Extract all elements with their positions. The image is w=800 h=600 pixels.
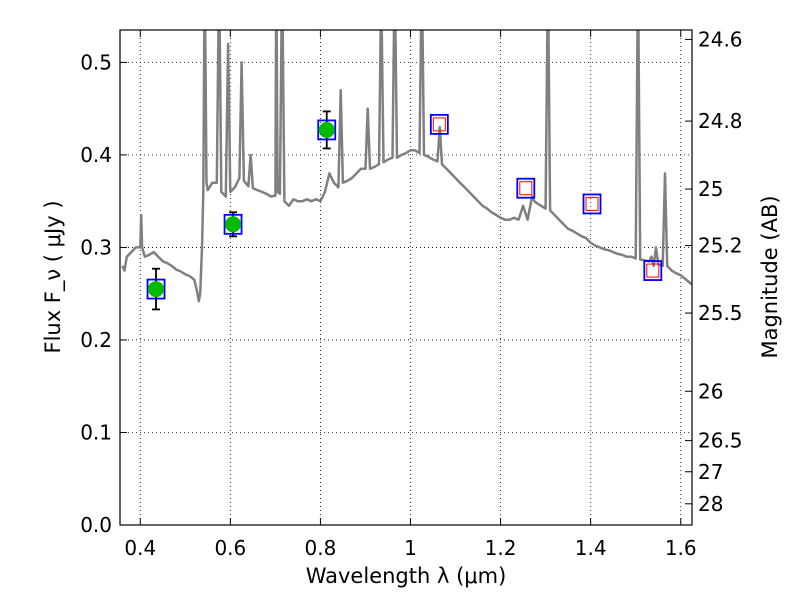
y2-tick-label: 27: [698, 460, 723, 484]
measured-point: [225, 216, 242, 233]
x-axis: 0.4 0.6 0.8 1 1.2 1.4 1.6: [124, 30, 697, 560]
x-axis-label: Wavelength λ (μm): [306, 564, 507, 588]
x-tick-label: 0.6: [214, 536, 246, 560]
model-inner-marker: [519, 181, 533, 196]
model-box-marker: [643, 260, 663, 281]
y-axis: 0.0 0.1 0.2 0.3 0.4 0.5: [80, 50, 127, 537]
x-tick-label: 1.6: [665, 536, 697, 560]
y-tick-label: 0.0: [80, 513, 112, 537]
y2-tick-label: 28: [698, 492, 723, 516]
model-box-marker: [516, 177, 536, 199]
plot-frame: [119, 29, 693, 526]
plot-area: [120, 30, 692, 525]
y-tick-label: 0.3: [80, 235, 112, 259]
x-tick-label: 0.4: [124, 536, 156, 560]
y-tick-label: 0.4: [80, 143, 112, 167]
model-inner-marker: [585, 196, 599, 211]
model-box-marker: [582, 193, 602, 215]
y2-tick-label: 26.5: [698, 429, 743, 453]
data-markers: [146, 110, 663, 311]
y2-tick-label: 26: [698, 379, 723, 403]
spectrum-line: [121, 30, 692, 303]
model-inner-marker: [432, 117, 446, 132]
x-tick-label: 0.8: [305, 536, 337, 560]
model-inner-marker: [646, 263, 660, 278]
y2-tick-label: 25: [698, 177, 723, 201]
y-tick-label: 0.2: [80, 328, 112, 352]
model-box-marker: [223, 213, 243, 235]
x-tick-label: 1: [404, 536, 417, 560]
y-tick-label: 0.1: [80, 420, 112, 444]
y2-tick-label: 24.6: [698, 27, 743, 51]
x-tick-label: 1.4: [575, 536, 607, 560]
y2-tick-label: 24.8: [698, 109, 743, 133]
y2-axis: 24.6 24.8 25 25.2 25.5 26 26.5 27 28: [685, 27, 743, 516]
measured-point: [148, 281, 165, 298]
y2-axis-label: Magnitude (AB): [758, 195, 782, 358]
model-box-marker: [429, 113, 449, 135]
y-axis-label: Flux F_ν ( μJy ): [41, 200, 66, 353]
model-box-marker: [146, 278, 166, 300]
y2-tick-label: 25.5: [698, 301, 743, 325]
model-box-marker: [317, 119, 337, 141]
y-tick-label: 0.5: [80, 50, 112, 74]
y2-tick-label: 25.2: [698, 234, 743, 258]
x-tick-label: 1.2: [485, 536, 517, 560]
measured-point: [318, 121, 335, 138]
